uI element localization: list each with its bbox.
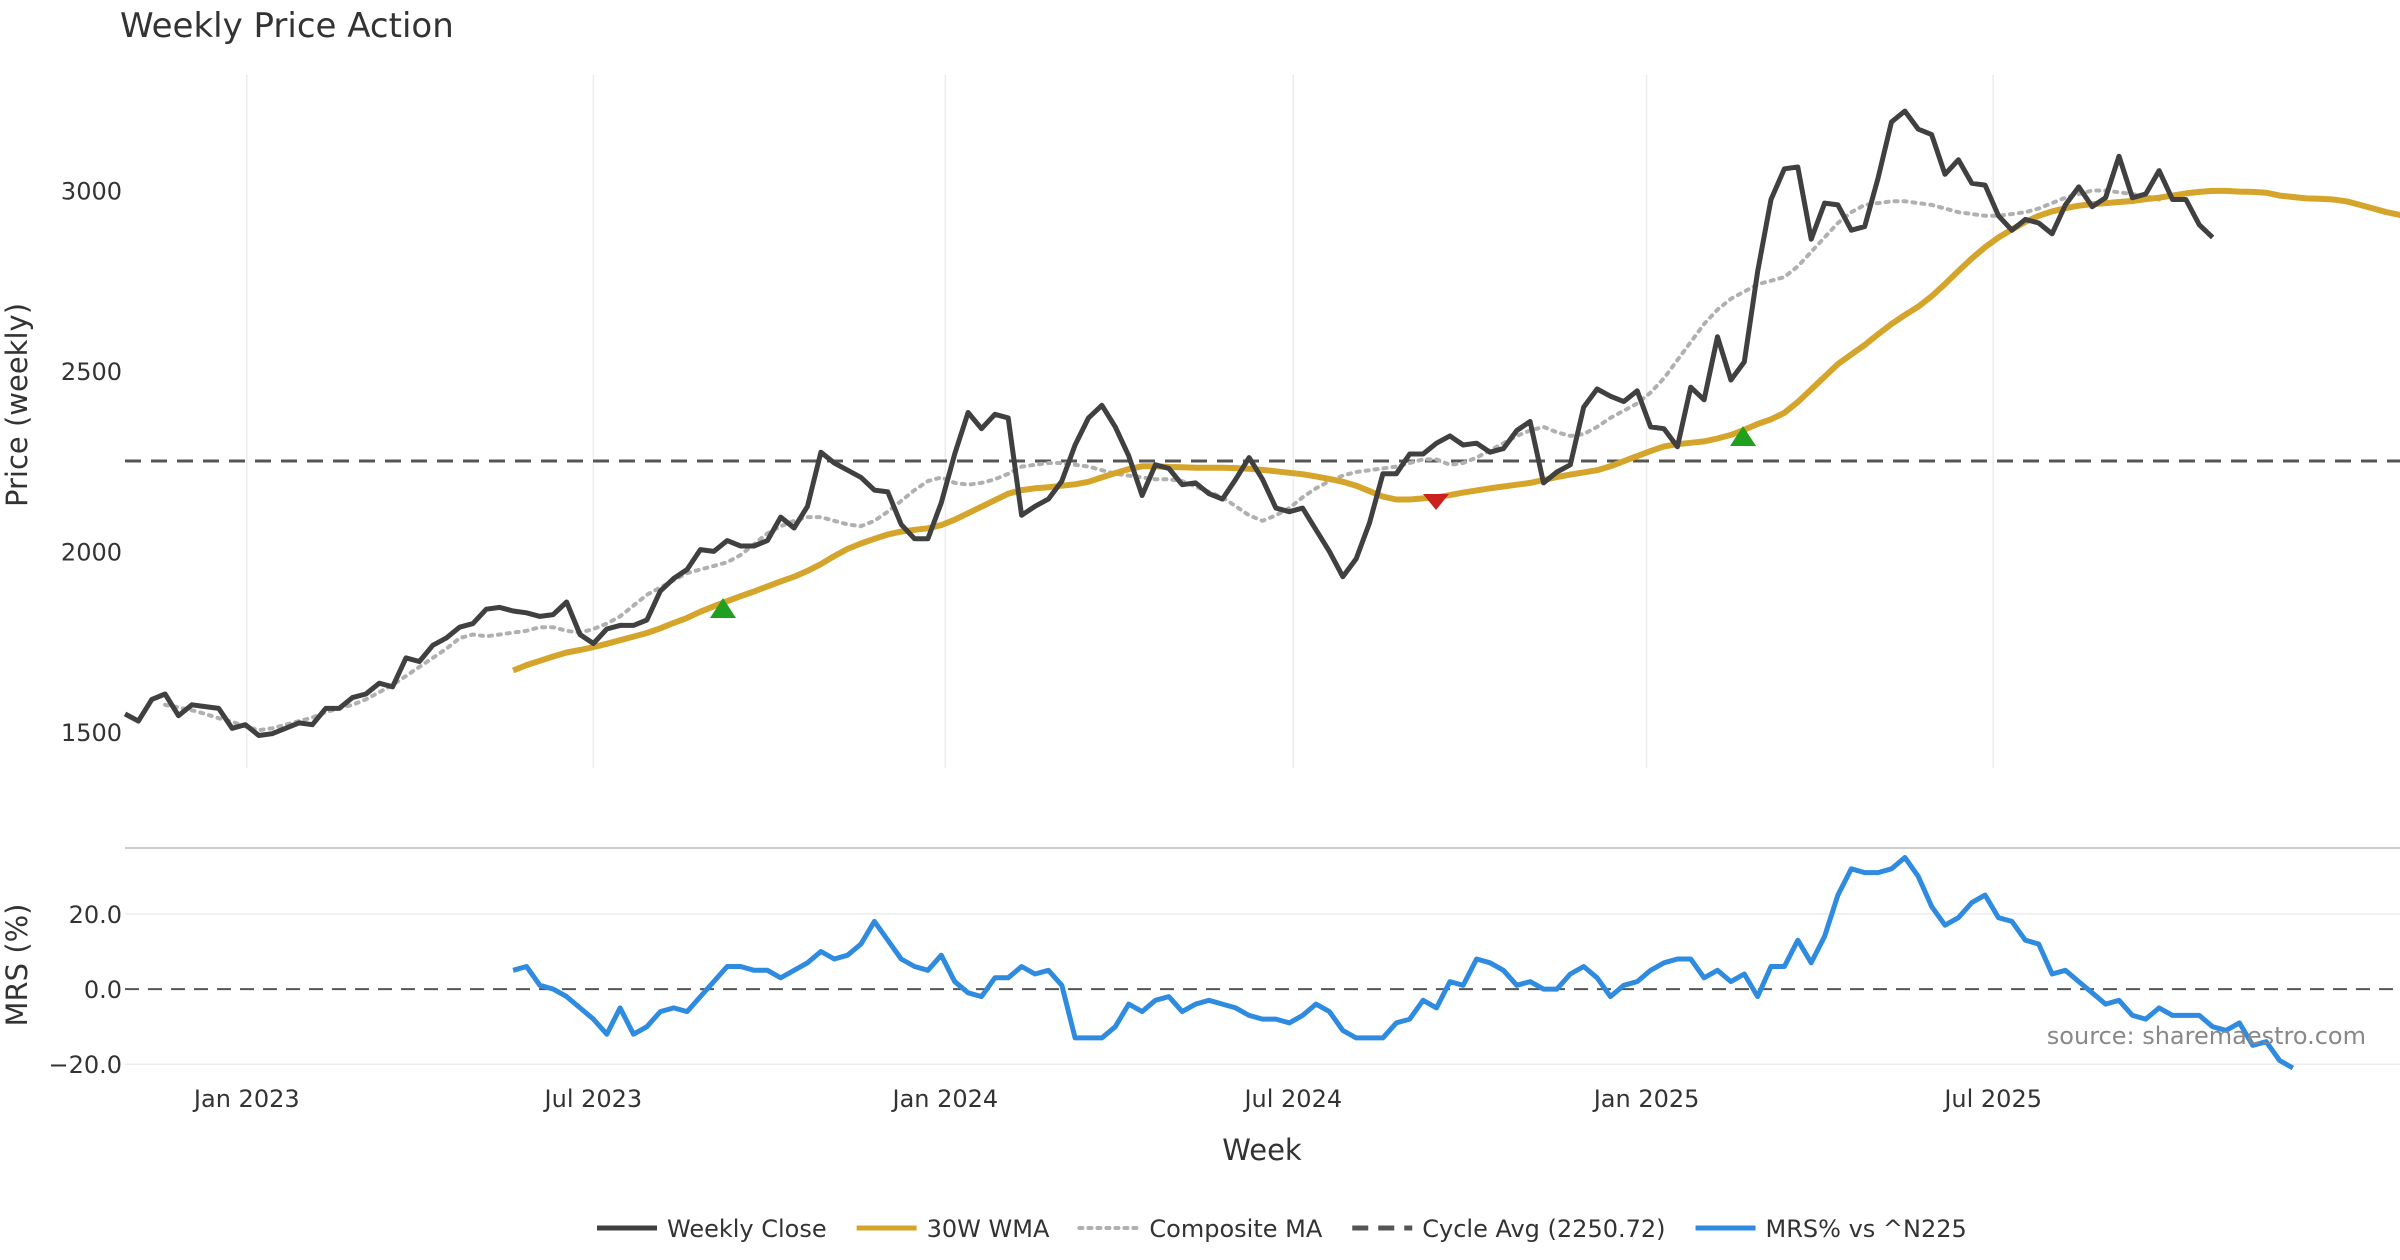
buy-signal-marker-2 <box>1730 426 1756 446</box>
x-tick-label: Jan 2025 <box>1592 1085 1700 1113</box>
signal-markers <box>710 426 1756 618</box>
price-panel-grid <box>246 75 1994 768</box>
price-y-tick-label: 1500 <box>61 719 122 747</box>
legend-label: MRS% vs ^N225 <box>1766 1215 1967 1243</box>
legend: Weekly Close 30W WMA Composite MA Cycle Avg… <box>597 1215 1967 1243</box>
buy-signal-marker-1 <box>710 598 736 618</box>
x-axis-title: Week <box>1222 1133 1302 1167</box>
x-tick-label: Jan 2023 <box>192 1085 300 1113</box>
x-tick-label: Jul 2024 <box>1242 1085 1342 1113</box>
source-note: source: sharemaestro.com <box>2047 1022 2366 1050</box>
legend-label: Weekly Close <box>667 1215 827 1243</box>
x-tick-label: Jul 2025 <box>1942 1085 2042 1113</box>
mrs-y-tick-label: −20.0 <box>48 1051 122 1079</box>
x-tick-label: Jul 2023 <box>543 1085 643 1113</box>
y-axis-title-price: Price (weekly) <box>0 303 34 507</box>
price-panel-lines <box>123 108 2400 738</box>
mrs-y-tick-label: 20.0 <box>69 901 122 929</box>
chart-title: Weekly Price Action <box>120 6 454 46</box>
mrs-y-tick-label: 0.0 <box>84 976 122 1004</box>
legend-label: 30W WMA <box>927 1215 1050 1243</box>
price-y-tick-label: 2500 <box>61 358 122 386</box>
weekly-close-line <box>123 108 2215 738</box>
x-tick-label: Jan 2024 <box>890 1085 998 1113</box>
y-axis-title-mrs: MRS (%) <box>0 904 34 1027</box>
mrs-line <box>512 855 2295 1071</box>
mrs-panel-grid <box>125 847 2400 1065</box>
sell-signal-marker <box>1423 494 1449 510</box>
price-y-tick-label: 3000 <box>61 178 122 206</box>
wma-30w-line <box>511 187 2400 674</box>
legend-label: Composite MA <box>1149 1215 1322 1243</box>
legend-label: Cycle Avg (2250.72) <box>1422 1215 1665 1243</box>
composite-ma-line <box>163 188 2162 733</box>
price-y-tick-label: 2000 <box>61 538 122 566</box>
axis-labels: Jan 2023 Jul 2023 Jan 2024 Jul 2024 Jan 2025… <box>48 178 2042 1114</box>
mrs-panel-lines <box>125 855 2400 1071</box>
